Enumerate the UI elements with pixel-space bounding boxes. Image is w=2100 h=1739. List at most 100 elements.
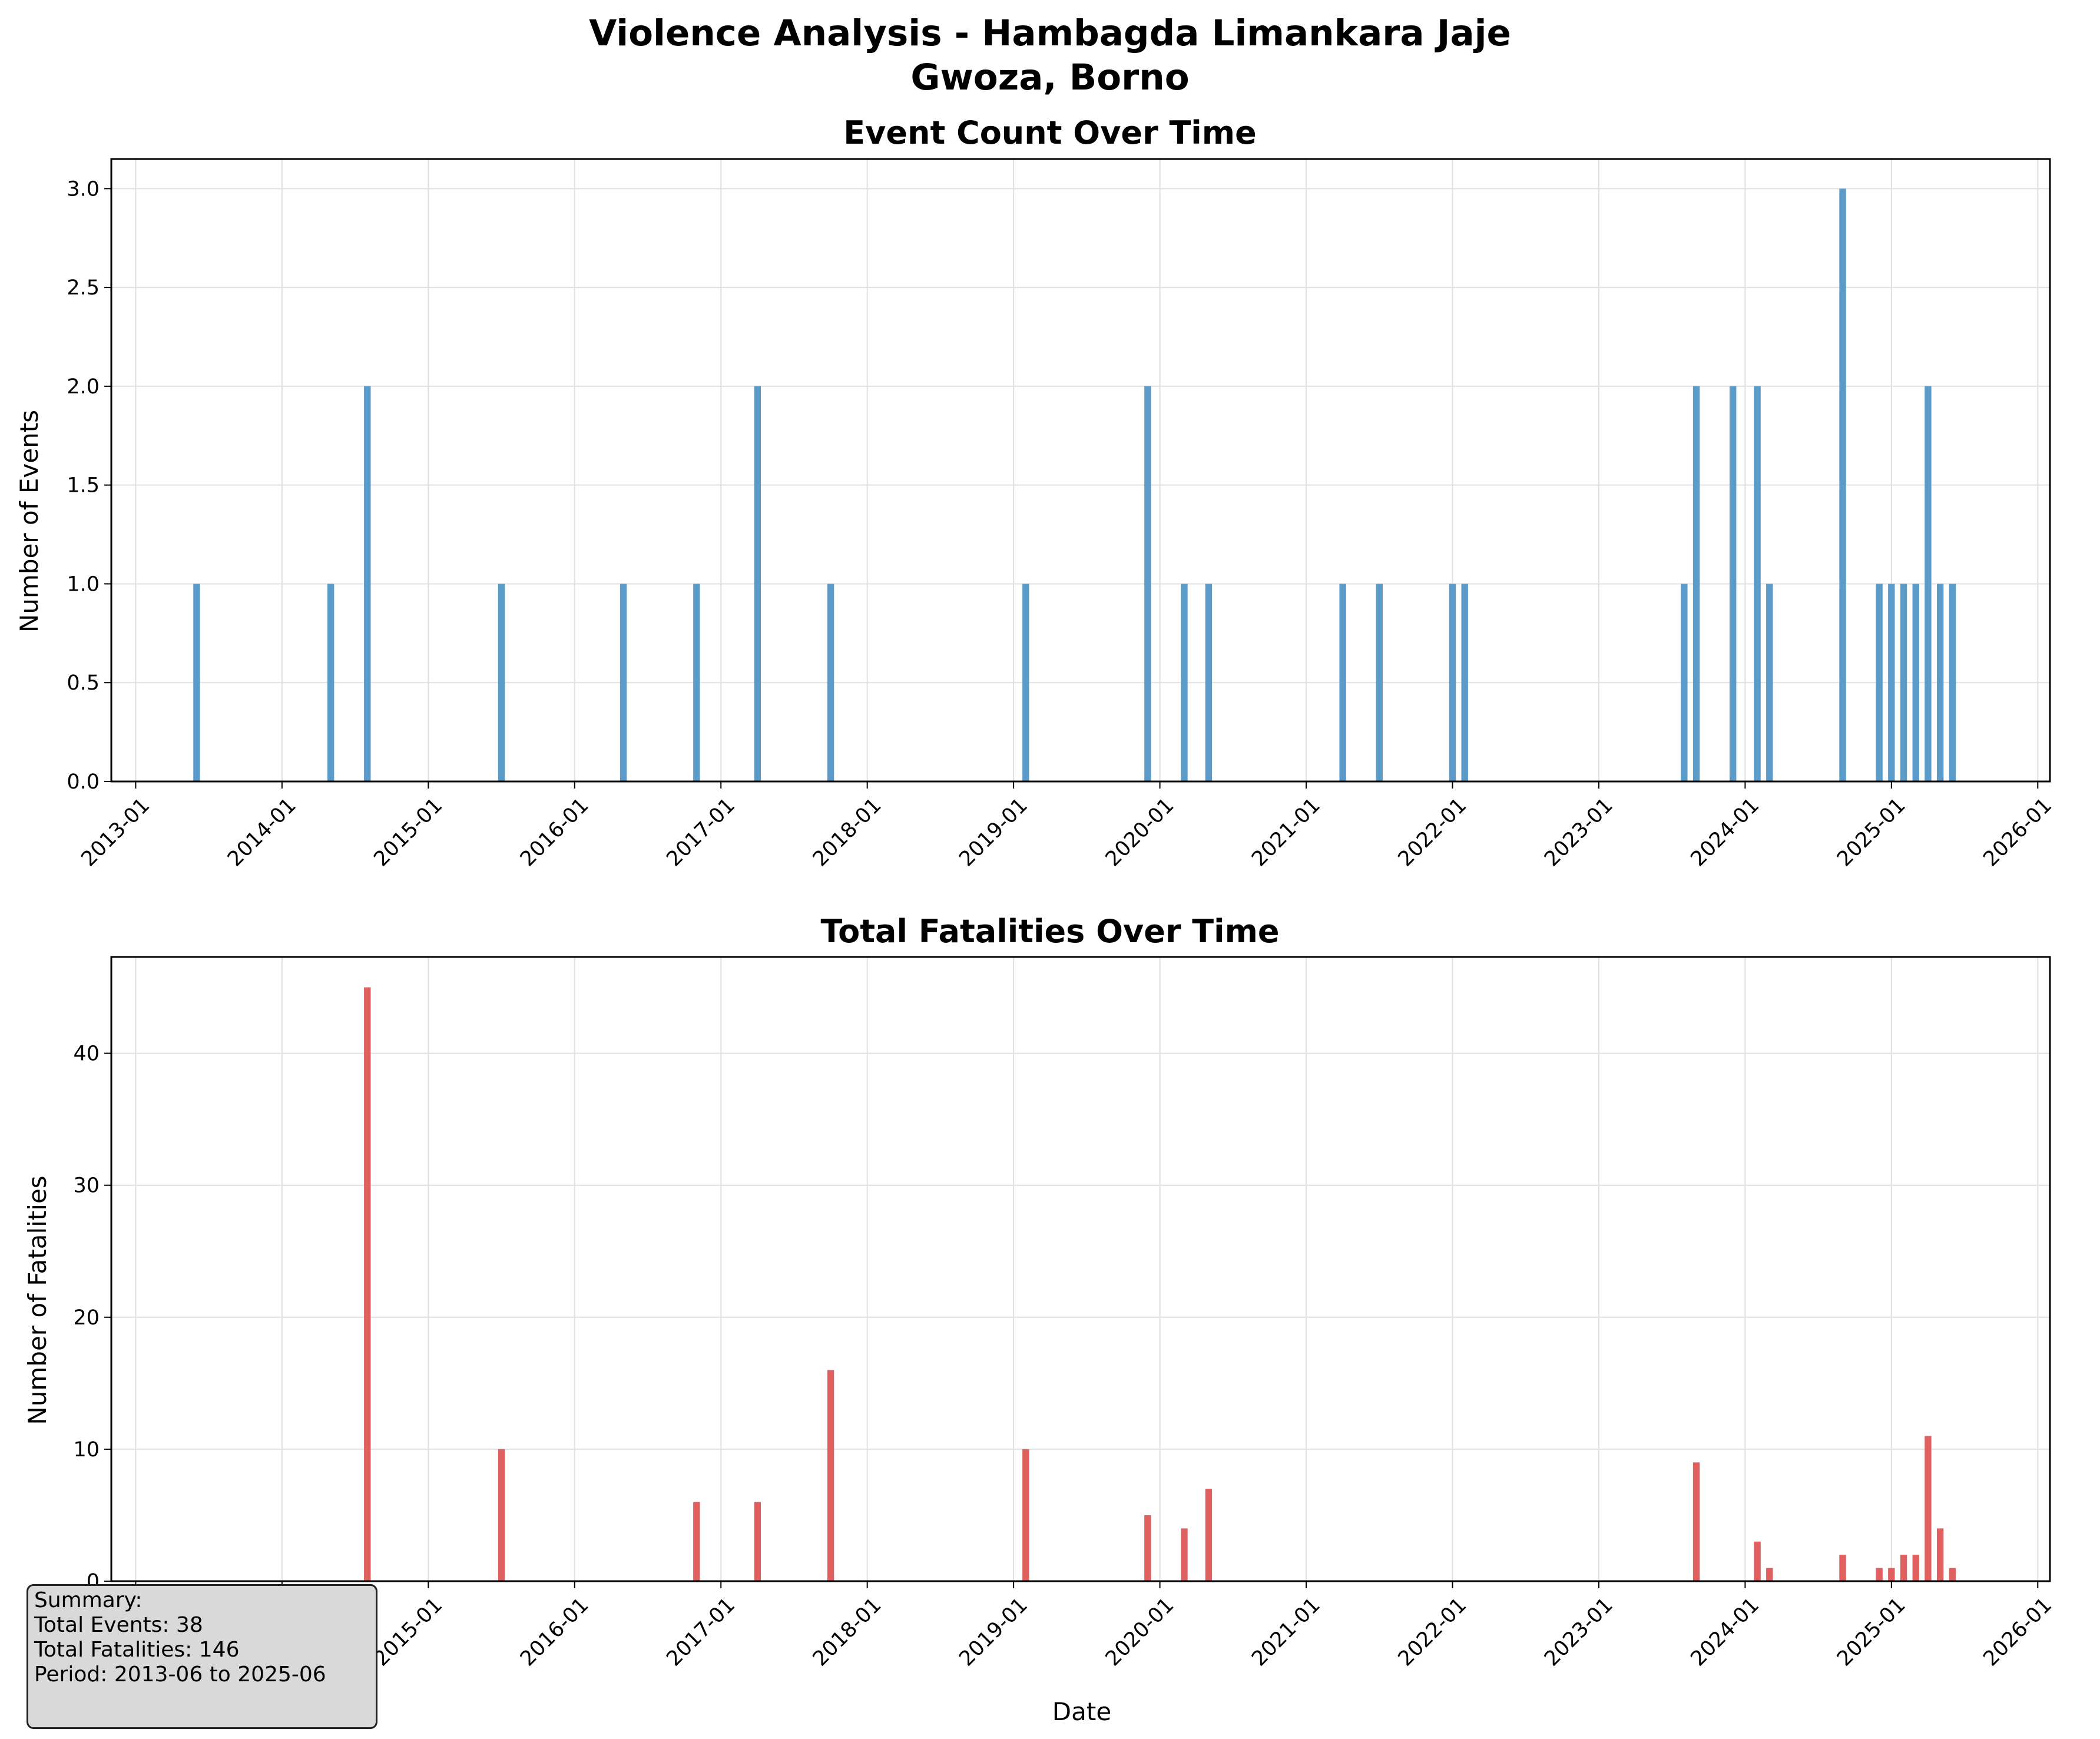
fatalities-bar <box>1839 1555 1846 1581</box>
fatalities-bars <box>364 987 1956 1581</box>
events-bar <box>498 584 505 781</box>
events-y-tick-label: 2.0 <box>67 375 100 399</box>
events-bar <box>1339 584 1346 781</box>
summary-box: Summary: Total Events: 38 Total Fataliti… <box>27 1584 377 1729</box>
events-bar <box>193 584 200 781</box>
fatalities-bar <box>1949 1568 1956 1581</box>
events-bar <box>1925 386 1932 781</box>
events-x-tick-label: 2020-01 <box>1101 794 1179 872</box>
figure-title-line1: Violence Analysis - Hambagda Limankara J… <box>589 12 1511 54</box>
events-x-tick-label: 2024-01 <box>1687 794 1764 872</box>
events-chart: Event Count Over Time Number of Events 0… <box>15 114 2056 871</box>
fatalities-x-tick-label: 2018-01 <box>809 1594 886 1671</box>
fatalities-x-tick-label: 2025-01 <box>1833 1594 1910 1671</box>
events-chart-title: Event Count Over Time <box>843 114 1256 151</box>
fatalities-x-tick-label: 2017-01 <box>662 1594 740 1671</box>
fatalities-bar <box>1900 1555 1907 1581</box>
events-bar <box>1692 386 1700 781</box>
events-y-tick-label: 1.0 <box>67 572 100 596</box>
fatalities-bar <box>693 1502 700 1581</box>
fatalities-bar <box>1766 1568 1773 1581</box>
events-plot-frame <box>110 158 2051 783</box>
fatalities-x-tick-label: 2020-01 <box>1101 1594 1179 1671</box>
fatalities-bar <box>1022 1449 1029 1581</box>
events-x-tick-label: 2018-01 <box>809 794 886 872</box>
events-y-axis-label: Number of Events <box>15 410 44 632</box>
events-bar <box>1022 584 1029 781</box>
events-bar <box>754 386 761 781</box>
events-x-tick-label: 2026-01 <box>1979 794 2056 872</box>
events-x-tick-label: 2014-01 <box>223 794 301 872</box>
events-bar <box>1888 584 1895 781</box>
events-bar <box>1754 386 1761 781</box>
fatalities-bar <box>754 1502 761 1581</box>
events-x-tick-label: 2016-01 <box>516 794 594 872</box>
events-x-tick-label: 2017-01 <box>662 794 740 872</box>
fatalities-x-tick-label: 2023-01 <box>1540 1594 1618 1671</box>
events-bar <box>1144 386 1151 781</box>
events-bar <box>364 386 371 781</box>
events-bar <box>327 584 334 781</box>
fatalities-bar <box>1181 1528 1188 1581</box>
fatalities-x-tick-label: 2016-01 <box>516 1594 594 1671</box>
fatalities-bar <box>1692 1462 1700 1581</box>
fatalities-y-tick-label: 10 <box>73 1438 100 1462</box>
events-x-tick-label: 2021-01 <box>1247 794 1325 872</box>
events-bar <box>1839 188 1846 781</box>
events-y-tick-label: 0.5 <box>67 671 100 695</box>
events-y-ticks: 0.0 0.5 1.0 1.5 2.0 2.5 3.0 <box>67 177 111 794</box>
fatalities-bar <box>364 987 371 1581</box>
summary-total-events: Total Events: 38 <box>34 1613 203 1637</box>
events-bar <box>1681 584 1688 781</box>
events-y-tick-label: 3.0 <box>67 177 100 201</box>
fatalities-bar <box>1925 1436 1932 1581</box>
events-x-tick-label: 2022-01 <box>1394 794 1472 872</box>
events-bar <box>1449 584 1456 781</box>
events-bar <box>1912 584 1919 781</box>
events-x-tick-label: 2019-01 <box>955 794 1032 872</box>
events-y-tick-label: 1.5 <box>67 474 100 498</box>
events-bar <box>1900 584 1907 781</box>
events-bar <box>693 584 700 781</box>
fatalities-chart-title: Total Fatalities Over Time <box>820 913 1279 950</box>
events-bar <box>1766 584 1773 781</box>
events-x-tick-label: 2025-01 <box>1833 794 1910 872</box>
fatalities-bar <box>1876 1568 1883 1581</box>
fatalities-x-axis-label: Date <box>1052 1697 1111 1726</box>
fatalities-gridlines <box>111 957 2050 1582</box>
fatalities-bar <box>1754 1541 1761 1581</box>
fatalities-y-axis-label: Number of Fatalities <box>23 1175 52 1425</box>
fatalities-x-tick-label: 2021-01 <box>1247 1594 1325 1671</box>
fatalities-y-tick-label: 20 <box>73 1306 100 1330</box>
fatalities-x-tick-label: 2019-01 <box>955 1594 1032 1671</box>
summary-period: Period: 2013-06 to 2025-06 <box>34 1662 326 1687</box>
fatalities-x-tick-label: 2026-01 <box>1979 1594 2056 1671</box>
events-x-tick-label: 2013-01 <box>77 794 155 872</box>
summary-heading: Summary: <box>34 1588 143 1612</box>
figure-title-line2: Gwoza, Borno <box>910 57 1189 98</box>
events-bar <box>620 584 627 781</box>
fatalities-bar <box>1205 1489 1213 1581</box>
events-gridlines <box>111 159 2050 782</box>
fatalities-x-tick-label: 2022-01 <box>1394 1594 1472 1671</box>
events-y-tick-label: 0.0 <box>67 770 100 794</box>
events-bar <box>1729 386 1737 781</box>
events-bar <box>827 584 834 781</box>
fatalities-bar <box>1936 1528 1944 1581</box>
events-bar <box>1461 584 1468 781</box>
fatalities-x-tick-label: 2015-01 <box>370 1594 448 1671</box>
events-x-ticks: 2013-01 2014-01 2015-01 2016-01 2017-01 2018-… <box>77 781 2056 872</box>
fatalities-bar <box>1888 1568 1895 1581</box>
fatalities-plot-frame <box>110 956 2051 1582</box>
events-bar <box>1376 584 1383 781</box>
events-bar <box>1876 584 1883 781</box>
summary-total-fatalities: Total Fatalities: 146 <box>34 1638 240 1662</box>
fatalities-x-tick-label: 2024-01 <box>1687 1594 1764 1671</box>
events-bar <box>1181 584 1188 781</box>
events-x-tick-label: 2015-01 <box>370 794 448 872</box>
fatalities-y-tick-label: 30 <box>73 1174 100 1198</box>
fatalities-y-tick-label: 40 <box>73 1042 100 1066</box>
fatalities-bar <box>1912 1555 1919 1581</box>
